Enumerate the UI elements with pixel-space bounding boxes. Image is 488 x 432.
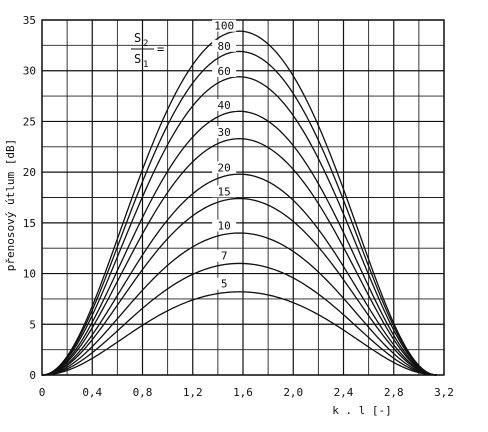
ratio-numerator: S — [134, 31, 141, 45]
series-label-bg — [212, 64, 237, 77]
series-line-5 — [41, 291, 437, 376]
ratio-denominator: S — [134, 52, 141, 66]
x-tick-label: 2,4 — [334, 386, 354, 399]
x-tick-label: 3,2 — [434, 386, 454, 399]
y-axis-title: přenosový útlum [dB] — [4, 139, 17, 271]
series-label-80: 80 — [218, 40, 231, 53]
series-label-bg — [212, 99, 237, 112]
series-label-bg — [212, 249, 237, 262]
series-line-20 — [41, 173, 437, 376]
ratio-equals: = — [157, 42, 164, 56]
y-tick-label: 35 — [23, 14, 36, 27]
ratio-numerator-sub: 2 — [143, 39, 148, 49]
series-label-20: 20 — [218, 161, 231, 174]
series-label-40: 40 — [218, 99, 231, 112]
series-label-30: 30 — [218, 126, 231, 139]
ratio-denominator-sub: 1 — [143, 60, 148, 70]
y-tick-label: 15 — [23, 217, 36, 230]
series-label-bg — [212, 39, 237, 52]
series-line-80 — [41, 50, 437, 376]
series-label-10: 10 — [218, 219, 231, 232]
y-tick-label: 30 — [23, 65, 36, 78]
curves — [41, 30, 437, 376]
series-label-bg — [212, 19, 237, 32]
series-label-bg — [212, 219, 237, 232]
series-label-5: 5 — [221, 278, 228, 291]
series-line-30 — [41, 138, 437, 376]
series-line-10 — [41, 232, 437, 376]
x-tick-label: 0 — [39, 386, 46, 399]
series-line-15 — [41, 197, 437, 376]
x-tick-label: 1,6 — [233, 386, 253, 399]
series-line-60 — [41, 76, 437, 376]
series-label-bg — [212, 126, 237, 139]
series-label-15: 15 — [218, 185, 231, 198]
series-line-7 — [41, 262, 437, 376]
series-label-100: 100 — [214, 20, 234, 33]
x-tick-label: 0,8 — [133, 386, 153, 399]
grid — [41, 19, 445, 376]
y-tick-label: 20 — [23, 166, 36, 179]
x-tick-label: 2,0 — [283, 386, 303, 399]
series-label-bg — [212, 185, 237, 198]
ratio-legend: S 2 S 1 = — [131, 31, 164, 70]
x-tick-label: 1,2 — [183, 386, 203, 399]
y-tick-label: 10 — [23, 268, 36, 281]
y-tick-label: 5 — [29, 318, 36, 331]
series-label-60: 60 — [218, 65, 231, 78]
x-axis-title: k . l [-] — [332, 404, 392, 417]
series-line-100 — [41, 30, 437, 376]
curve-labels: 5 7 10 15 20 30 40 60 80 100 — [212, 19, 237, 291]
series-line-40 — [41, 110, 437, 376]
y-tick-label: 25 — [23, 115, 36, 128]
x-tick-label: 2,8 — [384, 386, 404, 399]
y-tick-label: 0 — [29, 369, 36, 382]
series-label-7: 7 — [221, 250, 228, 263]
series-label-bg — [212, 161, 237, 174]
plot-frame — [41, 19, 445, 376]
series-label-bg — [212, 277, 237, 290]
x-tick-label: 0,4 — [82, 386, 102, 399]
